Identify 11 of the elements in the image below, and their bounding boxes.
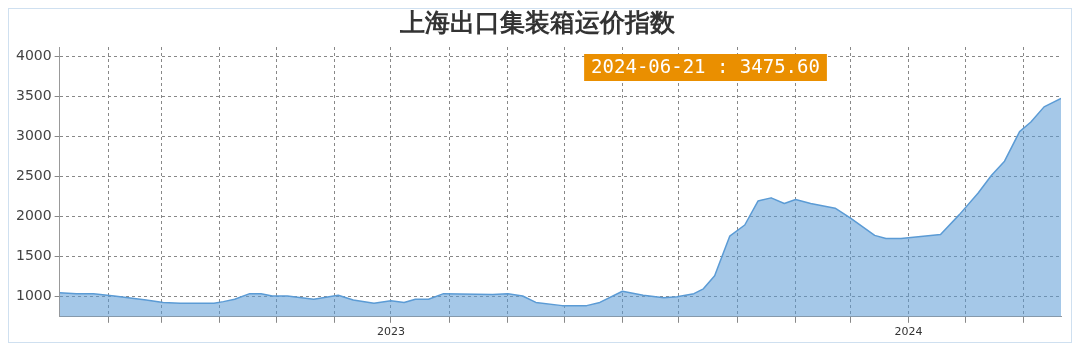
y-tick-label: 4000 [15,47,52,64]
x-tick-label: 2023 [376,325,405,339]
y-tick-label: 3500 [15,87,52,104]
y-tick-label: 2500 [15,166,52,183]
y-tick-label: 2000 [15,206,52,223]
annotation: 2024-06-21 : 3475.60 [591,54,820,77]
chart-title: 上海出口集装箱运价指数 [398,7,676,37]
y-tick-label: 1500 [15,246,52,263]
x-tick-label: 2024 [894,325,923,339]
y-tick-label: 3000 [15,127,52,144]
y-tick-label: 1000 [15,286,52,303]
